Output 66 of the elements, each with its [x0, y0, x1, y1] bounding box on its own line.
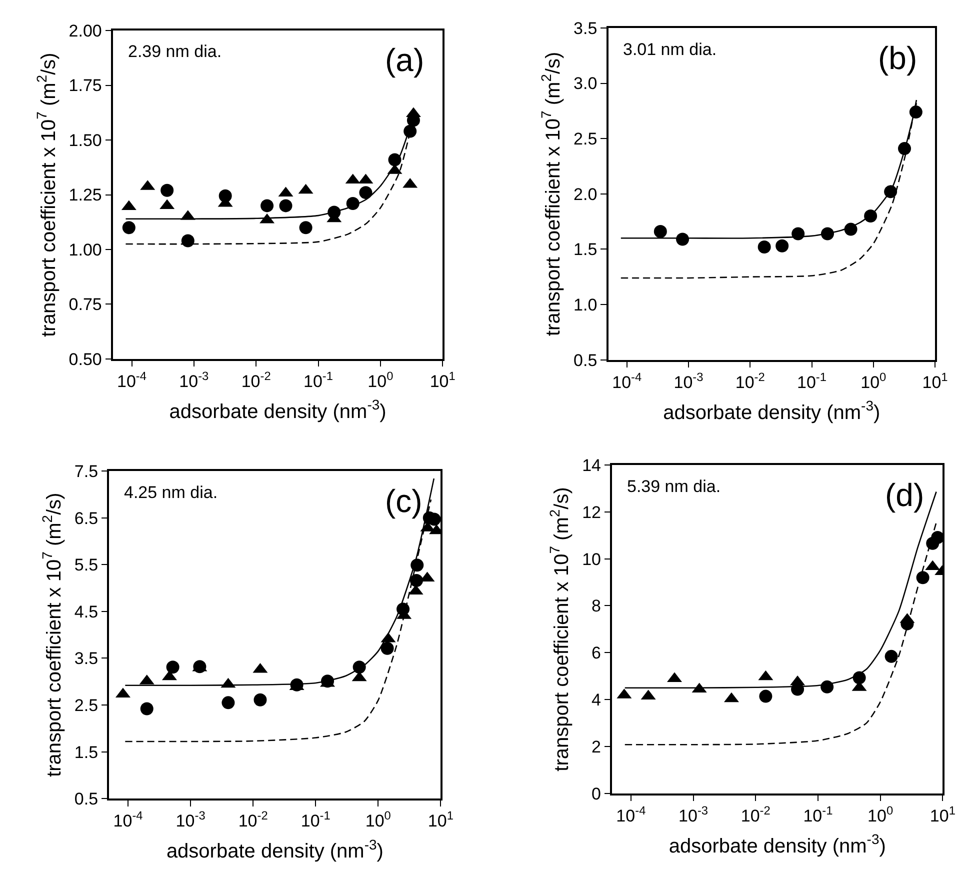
annotation: (c) — [385, 483, 422, 519]
x-tick-label: 10$^{1}$ — [922, 370, 948, 392]
y-tick-label: 0.75 — [68, 295, 102, 314]
x-axis-title: adsorbate density (nm$^{-3}$) — [663, 398, 880, 424]
annotation: 3.01 nm dia. — [623, 40, 717, 59]
x-tick-label: 10$^{0}$ — [368, 368, 394, 392]
x-tick-label: 10$^{0}$ — [860, 370, 887, 392]
y-tick-label: 2.0 — [574, 184, 598, 204]
y-tick-label: 2.5 — [574, 130, 598, 149]
x-tick-label: 10$^{-4}$ — [117, 368, 147, 392]
y-tick-label: 1.75 — [68, 76, 102, 96]
y-tick-label: 3.5 — [74, 649, 98, 668]
y-tick-label: 14 — [582, 456, 602, 475]
y-tick-label: 6.5 — [74, 508, 98, 528]
x-tick-label: 10$^{-2}$ — [238, 808, 268, 831]
x-tick-label: 10$^{1}$ — [428, 808, 454, 831]
y-tick-label: 2.00 — [68, 22, 102, 40]
x-tick-label: 10$^{-1}$ — [803, 803, 834, 826]
y-tick-label: 3.5 — [574, 18, 598, 38]
y-tick-label: 1.50 — [68, 130, 102, 150]
x-tick-label: 10$^{-3}$ — [678, 803, 708, 826]
y-tick-label: 12 — [582, 502, 602, 522]
y-tick-label: 0.5 — [574, 350, 598, 370]
y-tick-label: 1.00 — [68, 240, 102, 260]
y-tick-label: 1.5 — [74, 742, 98, 762]
y-tick-label: 0.50 — [68, 350, 102, 369]
y-tick-label: 10 — [582, 550, 602, 569]
y-tick-label: 5.5 — [74, 556, 98, 575]
x-tick-label: 10$^{-1}$ — [797, 370, 827, 392]
x-tick-label: 10$^{-1}$ — [300, 808, 331, 831]
y-tick-label: 3.0 — [574, 74, 598, 94]
annotation: (b) — [878, 40, 918, 76]
y-tick-label: 1.25 — [68, 186, 102, 205]
x-tick-label: 10$^{1}$ — [430, 368, 456, 392]
x-tick-label: 10$^{0}$ — [868, 803, 894, 826]
x-tick-label: 10$^{0}$ — [365, 808, 392, 831]
x-tick-label: 10$^{1}$ — [930, 803, 956, 826]
annotation: 2.39 nm dia. — [128, 42, 222, 61]
y-tick-label: 1.0 — [574, 295, 598, 314]
y-tick-label: 7.5 — [74, 462, 98, 481]
y-tick-label: 0.5 — [74, 790, 98, 809]
x-axis-title: adsorbate density (nm$^{-3}$) — [668, 831, 886, 858]
x-tick-label: 10$^{-2}$ — [241, 368, 272, 392]
x-tick-label: 10$^{-3}$ — [179, 368, 210, 392]
y-tick-label: 6 — [592, 644, 602, 663]
y-tick-label: 8 — [592, 596, 602, 616]
y-tick-label: 0 — [592, 784, 602, 804]
x-tick-label: 10$^{-3}$ — [674, 370, 704, 392]
y-tick-label: 2.5 — [74, 696, 98, 715]
annotation: 5.39 nm dia. — [627, 477, 721, 496]
y-tick-label: 4.5 — [74, 602, 98, 622]
y-tick-label: 2 — [592, 737, 602, 756]
annotation: (d) — [885, 477, 924, 513]
x-axis-title: adsorbate density (nm$^{-3}$) — [166, 836, 384, 863]
x-tick-label: 10$^{-4}$ — [616, 803, 646, 826]
annotation: (a) — [385, 42, 424, 78]
x-tick-label: 10$^{-4}$ — [612, 370, 642, 392]
y-tick-label: 4 — [592, 690, 602, 710]
y-tick-label: 1.5 — [574, 240, 598, 260]
x-axis-title: adsorbate density (nm$^{-3}$) — [169, 396, 386, 424]
x-tick-label: 10$^{-1}$ — [304, 368, 334, 392]
x-tick-label: 10$^{-3}$ — [176, 808, 206, 831]
x-tick-label: 10$^{-2}$ — [740, 803, 771, 826]
x-tick-label: 10$^{-2}$ — [735, 370, 766, 392]
annotation: 4.25 nm dia. — [124, 483, 218, 502]
x-tick-label: 10$^{-4}$ — [113, 808, 144, 831]
